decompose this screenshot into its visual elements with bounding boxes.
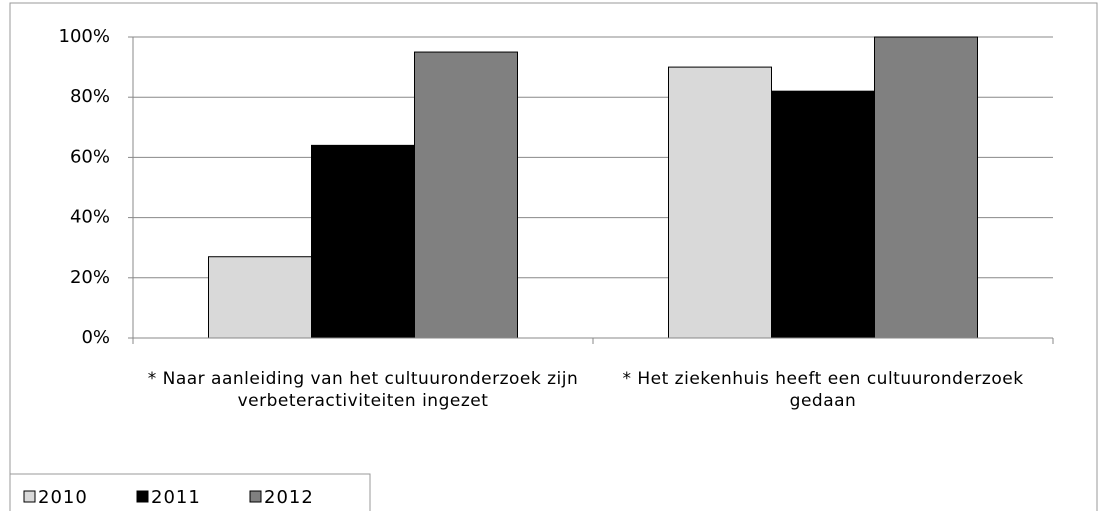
bar bbox=[874, 36, 978, 339]
bar bbox=[414, 51, 518, 339]
legend-swatch bbox=[136, 490, 149, 503]
legend-label: 2011 bbox=[151, 487, 201, 508]
bar bbox=[208, 256, 312, 339]
legend-swatch bbox=[249, 490, 262, 503]
bar bbox=[311, 144, 415, 339]
legend-label: 2012 bbox=[264, 487, 314, 508]
legend-label: 2010 bbox=[38, 487, 88, 508]
legend-swatch bbox=[23, 490, 36, 503]
bar bbox=[668, 66, 772, 339]
x-tick-label: * Naar aanleiding van het cultuuronderzo… bbox=[147, 369, 579, 411]
y-tick-label: 20% bbox=[70, 267, 110, 288]
y-tick-label: 60% bbox=[70, 146, 110, 167]
x-tick-label: * Het ziekenhuis heeft een cultuuronderz… bbox=[622, 369, 1024, 411]
bar bbox=[771, 90, 875, 339]
y-tick-label: 40% bbox=[70, 207, 110, 228]
chart-frame bbox=[9, 2, 1098, 511]
y-tick-label: 100% bbox=[59, 26, 110, 47]
y-tick-label: 0% bbox=[81, 327, 110, 348]
legend-box bbox=[9, 473, 371, 511]
y-tick-label: 80% bbox=[70, 86, 110, 107]
